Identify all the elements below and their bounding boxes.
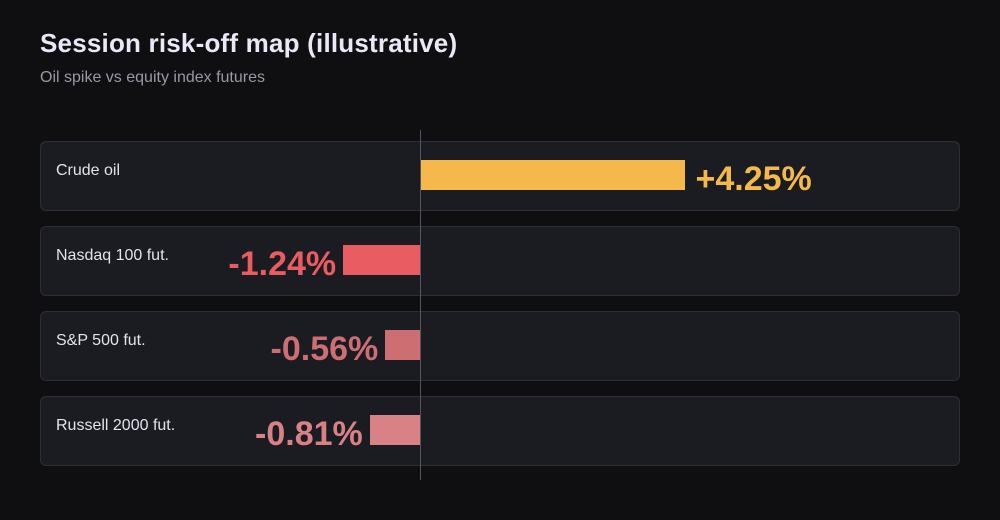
chart-subtitle: Oil spike vs equity index futures bbox=[40, 69, 265, 86]
row-card-sp-500 bbox=[40, 311, 960, 381]
value-label-nasdaq-100: -1.24% bbox=[228, 245, 337, 283]
value-label-sp-500: -0.56% bbox=[270, 330, 379, 368]
row-card-nasdaq-100 bbox=[40, 226, 960, 296]
bar-crude-oil bbox=[421, 160, 685, 190]
bar-russell-2000 bbox=[369, 415, 420, 445]
bar-sp-500 bbox=[385, 330, 420, 360]
value-label-russell-2000: -0.81% bbox=[255, 415, 363, 453]
category-label-sp-500: S&P 500 fut. bbox=[56, 332, 146, 349]
category-label-crude-oil: Crude oil bbox=[56, 162, 121, 179]
category-label-nasdaq-100: Nasdaq 100 fut. bbox=[56, 247, 169, 264]
chart-title: Session risk-off map (illustrative) bbox=[40, 28, 458, 58]
zero-axis-line bbox=[420, 130, 421, 480]
row-card-russell-2000 bbox=[40, 396, 960, 466]
category-label-russell-2000: Russell 2000 fut. bbox=[56, 417, 176, 434]
bar-nasdaq-100 bbox=[343, 245, 420, 275]
value-label-crude-oil: +4.25% bbox=[695, 160, 812, 198]
